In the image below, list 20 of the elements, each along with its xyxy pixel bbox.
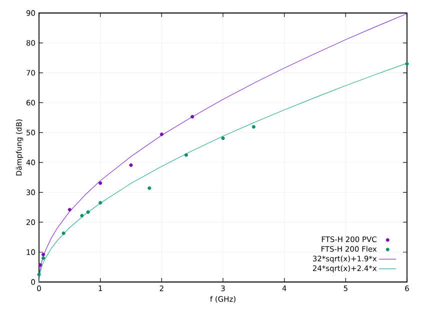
point [221,136,225,140]
point [405,62,409,66]
point [37,272,41,276]
point [148,186,152,190]
line-series [38,62,408,282]
point [62,231,66,236]
point [80,214,84,218]
point [38,263,42,267]
point [98,200,102,205]
point [160,132,164,136]
point [252,125,256,129]
point [41,252,46,256]
point [86,210,90,214]
point [41,256,46,260]
point [184,153,188,157]
point [129,163,133,167]
point [190,114,194,119]
point [98,181,102,185]
line-series [38,13,408,282]
point [68,208,72,212]
